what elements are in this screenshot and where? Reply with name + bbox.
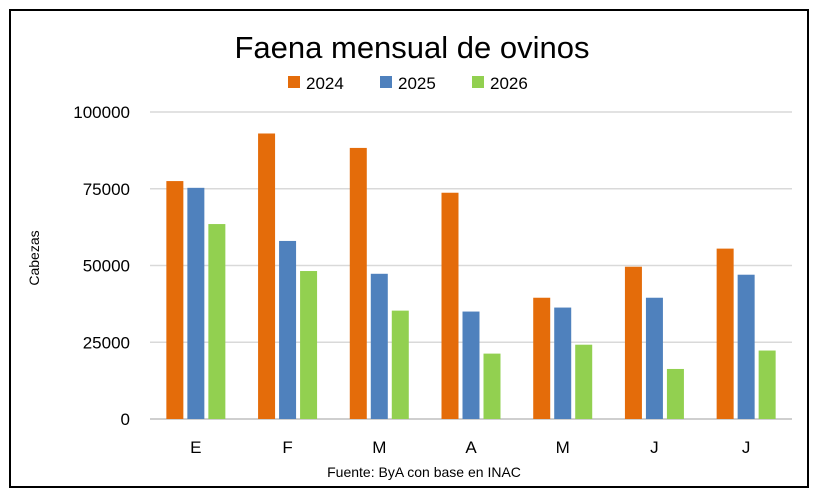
x-tick-label: J (742, 438, 751, 457)
bar-2025-3 (370, 273, 388, 419)
chart-title: Faena mensual de ovinos (234, 30, 589, 65)
x-tick-label: F (282, 438, 292, 457)
bar-2025-6 (645, 297, 663, 419)
legend-swatch-2024 (288, 76, 300, 88)
legend: 2024 2025 2026 (288, 74, 528, 93)
bar-2026-3 (391, 310, 409, 419)
legend-label-2025: 2025 (398, 74, 436, 93)
bar-2024-5 (533, 297, 551, 419)
y-tick-label: 50000 (83, 257, 130, 276)
y-axis-label: Cabezas (26, 230, 42, 285)
bar-2025-4 (462, 311, 480, 419)
y-tick-label: 100000 (73, 103, 130, 122)
y-tick-label: 0 (121, 410, 130, 429)
bar-2025-1 (187, 187, 205, 419)
y-axis-ticks: 0 25000 50000 75000 100000 (73, 103, 130, 429)
bar-2026-1 (208, 224, 226, 419)
bar-2025-5 (554, 307, 572, 419)
bar-2024-6 (624, 266, 642, 419)
bar-2026-2 (300, 271, 318, 419)
x-tick-label: E (190, 438, 201, 457)
bar-2026-5 (575, 344, 593, 419)
bar-2025-7 (737, 274, 755, 419)
x-tick-label: M (556, 438, 570, 457)
bar-2024-7 (716, 248, 734, 419)
bar-2024-2 (258, 133, 276, 420)
x-tick-label: A (465, 438, 477, 457)
legend-label-2026: 2026 (490, 74, 528, 93)
bar-2024-1 (166, 181, 184, 419)
x-tick-label: M (372, 438, 386, 457)
bar-2024-3 (349, 147, 367, 419)
bar-2024-4 (441, 192, 459, 419)
bar-2026-6 (666, 368, 684, 419)
legend-label-2024: 2024 (306, 74, 344, 93)
bar-2026-7 (758, 350, 776, 419)
bars (166, 133, 776, 420)
y-tick-label: 75000 (83, 180, 130, 199)
source-note: Fuente: ByA con base en INAC (327, 464, 521, 480)
y-tick-label: 25000 (83, 333, 130, 352)
bar-2026-4 (483, 353, 501, 419)
x-tick-label: J (650, 438, 659, 457)
legend-swatch-2026 (472, 76, 484, 88)
legend-swatch-2025 (380, 76, 392, 88)
bar-2025-2 (279, 240, 297, 419)
